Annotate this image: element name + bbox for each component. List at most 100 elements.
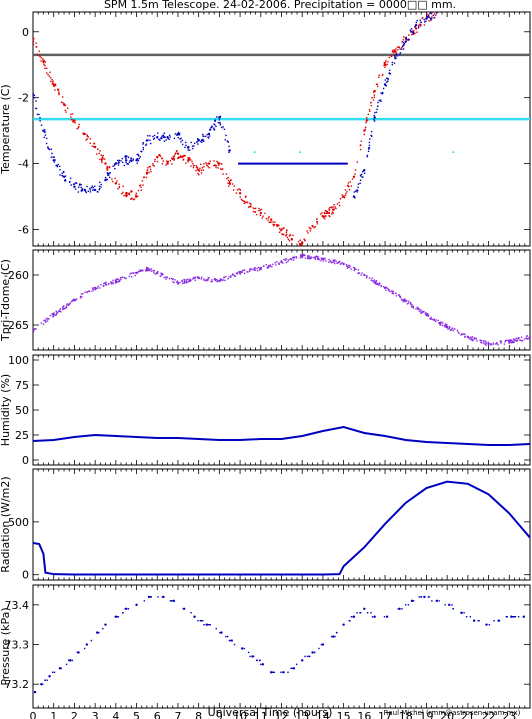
- data-point: [48, 675, 51, 678]
- data-point: [73, 185, 76, 188]
- data-point: [110, 281, 112, 284]
- data-point: [135, 192, 138, 195]
- data-point: [260, 208, 263, 211]
- data-point: [40, 124, 43, 126]
- data-point: [122, 185, 124, 187]
- panel-frame: [32, 11, 531, 247]
- y-axis-title: Humidity (%): [0, 374, 12, 446]
- data-point: [44, 319, 46, 321]
- data-point: [43, 63, 45, 66]
- data-point: [295, 256, 297, 258]
- data-point: [315, 255, 317, 257]
- data-point: [196, 141, 198, 143]
- data-point: [189, 159, 192, 161]
- data-point: [351, 178, 354, 180]
- data-point: [86, 134, 88, 136]
- data-point: [124, 277, 126, 279]
- data-point: [147, 269, 149, 272]
- data-point: [219, 121, 221, 124]
- data-point: [355, 268, 357, 271]
- data-point: [269, 264, 272, 266]
- data-point: [301, 659, 304, 662]
- data-point: [272, 671, 275, 673]
- data-point: [207, 279, 209, 282]
- data-point: [40, 322, 43, 324]
- data-point: [163, 136, 165, 139]
- data-point: [53, 156, 55, 159]
- data-point: [383, 61, 385, 64]
- data-point: [142, 143, 144, 145]
- data-point: [58, 91, 60, 93]
- data-point: [157, 132, 159, 134]
- data-point: [300, 255, 302, 258]
- data-point: [222, 279, 224, 281]
- data-point: [265, 217, 268, 220]
- data-point: [141, 269, 144, 271]
- data-point: [356, 161, 358, 163]
- data-point: [402, 45, 404, 48]
- data-point: [188, 158, 190, 160]
- data-point: [187, 161, 189, 163]
- data-point: [246, 271, 248, 273]
- data-point: [121, 276, 124, 278]
- data-point: [428, 596, 430, 598]
- data-point: [80, 293, 83, 295]
- data-point: [310, 228, 312, 230]
- data-point: [426, 314, 429, 316]
- data-point: [169, 600, 172, 602]
- data-point: [345, 192, 347, 195]
- data-point: [146, 268, 149, 270]
- data-point: [100, 154, 103, 156]
- data-point: [208, 167, 211, 169]
- data-point: [307, 232, 309, 234]
- data-point: [317, 257, 319, 260]
- data-point: [149, 596, 151, 598]
- data-point: [431, 600, 433, 602]
- data-point: [325, 260, 327, 262]
- data-point: [278, 224, 280, 227]
- data-point: [72, 183, 75, 185]
- data-point: [257, 266, 260, 269]
- data-point: [233, 643, 236, 646]
- data-point: [325, 210, 328, 212]
- data-point: [97, 148, 99, 150]
- data-point: [198, 277, 200, 280]
- data-point: [344, 189, 347, 191]
- data-point: [442, 322, 444, 324]
- data-point: [347, 266, 349, 268]
- data-point: [171, 163, 173, 165]
- y-tick-label: 100: [8, 354, 29, 367]
- data-point: [46, 320, 49, 322]
- data-point: [149, 166, 151, 168]
- data-point: [89, 189, 91, 191]
- data-point: [341, 262, 343, 264]
- data-point: [159, 139, 161, 142]
- data-point: [253, 151, 256, 154]
- data-point: [147, 269, 150, 272]
- x-tick-label: 2: [71, 710, 78, 719]
- data-point: [289, 258, 291, 260]
- data-point: [107, 173, 109, 175]
- data-point: [512, 341, 514, 343]
- data-point: [301, 244, 303, 246]
- data-point: [368, 141, 371, 144]
- data-point: [146, 171, 148, 174]
- data-point: [373, 279, 375, 281]
- data-point: [258, 269, 261, 271]
- data-point: [92, 289, 95, 291]
- data-point: [287, 671, 289, 673]
- data-point: [124, 155, 126, 158]
- data-point: [411, 31, 413, 33]
- data-point: [403, 42, 406, 45]
- data-point: [193, 164, 195, 167]
- data-point: [125, 161, 127, 164]
- data-point: [460, 612, 463, 614]
- data-point: [177, 283, 179, 285]
- data-point: [117, 278, 119, 281]
- data-point: [373, 282, 375, 284]
- data-point: [239, 273, 241, 275]
- x-tick-label: 11: [254, 710, 268, 719]
- data-point: [472, 339, 474, 341]
- data-point: [244, 201, 247, 204]
